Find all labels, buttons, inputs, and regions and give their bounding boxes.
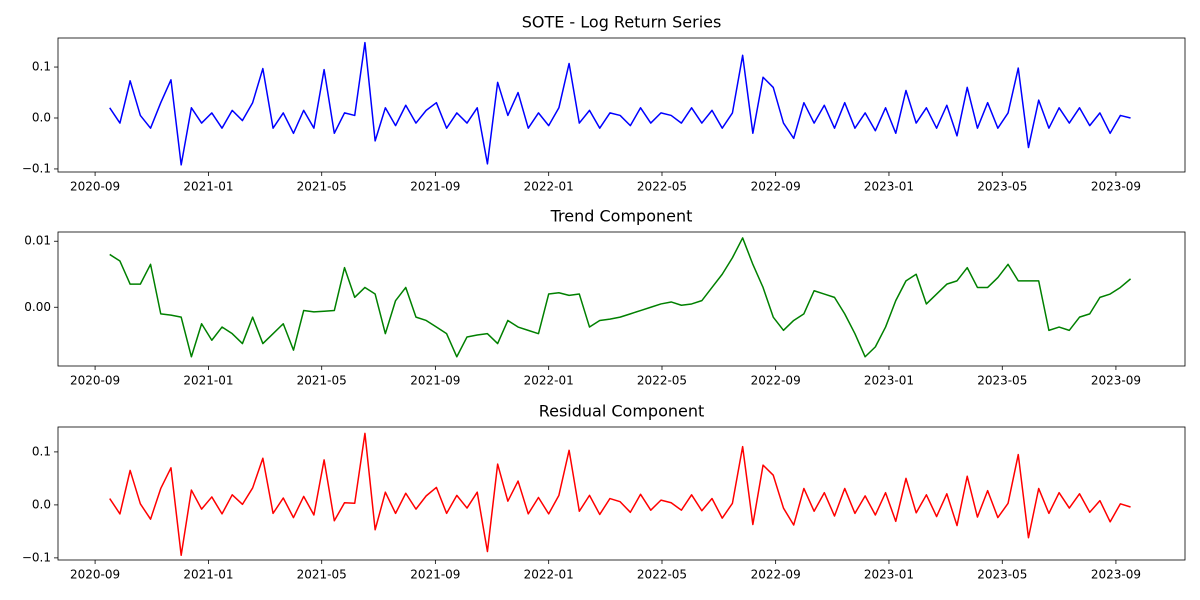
y-tick-label: 0.00 [24,300,51,314]
x-tick-label: 2023-05 [977,180,1027,194]
data-line [109,41,1131,166]
x-tick-label: 2023-01 [864,568,914,582]
x-tick-label: 2021-05 [297,568,347,582]
x-tick-label: 2022-09 [751,180,801,194]
y-tick-label: 0.1 [32,60,51,74]
x-tick-label: 2021-09 [410,180,460,194]
data-line [109,432,1131,556]
axes-frame [57,231,1186,367]
x-tick-label: 2021-01 [183,568,233,582]
x-tick-label: 2021-05 [297,374,347,388]
y-tick-label: 0.01 [24,234,51,248]
x-tick-label: 2022-01 [524,180,574,194]
x-tick-label: 2021-05 [297,180,347,194]
x-tick-label: 2023-01 [864,374,914,388]
chart-title: Trend Component [550,207,693,226]
x-tick-label: 2023-09 [1091,374,1141,388]
chart-title: SOTE - Log Return Series [522,13,722,32]
x-tick-label: 2021-09 [410,374,460,388]
x-tick-label: 2022-01 [524,568,574,582]
y-tick-label: 0.0 [32,497,51,511]
x-tick-label: 2023-05 [977,568,1027,582]
y-tick-label: −0.1 [22,550,51,564]
x-tick-label: 2022-05 [637,568,687,582]
x-tick-label: 2021-09 [410,568,460,582]
x-tick-label: 2020-09 [70,374,120,388]
x-tick-label: 2022-09 [751,568,801,582]
x-tick-label: 2023-09 [1091,180,1141,194]
axes-frame [57,426,1186,561]
y-tick-label: −0.1 [22,161,51,175]
y-tick-label: 0.1 [32,444,51,458]
x-tick-label: 2023-05 [977,374,1027,388]
x-tick-label: 2023-09 [1091,568,1141,582]
data-line [109,237,1132,358]
x-tick-label: 2022-05 [637,374,687,388]
x-tick-label: 2021-01 [183,374,233,388]
x-tick-label: 2020-09 [70,180,120,194]
x-tick-label: 2021-01 [183,180,233,194]
x-tick-label: 2022-01 [524,374,574,388]
axes-frame [57,37,1186,173]
x-tick-label: 2023-01 [864,180,914,194]
chart-title: Residual Component [539,402,705,421]
x-tick-label: 2022-09 [751,374,801,388]
x-tick-label: 2020-09 [70,568,120,582]
x-tick-label: 2022-05 [637,180,687,194]
y-tick-label: 0.0 [32,110,51,124]
